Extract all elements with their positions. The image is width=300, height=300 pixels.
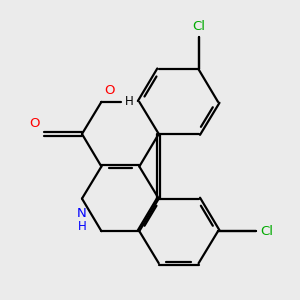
Text: Cl: Cl [260, 225, 273, 238]
Text: Cl: Cl [192, 20, 205, 33]
Text: O: O [30, 117, 40, 130]
Text: H: H [78, 220, 86, 233]
Text: O: O [104, 84, 114, 97]
Text: H: H [125, 95, 134, 108]
Text: N: N [77, 207, 87, 220]
